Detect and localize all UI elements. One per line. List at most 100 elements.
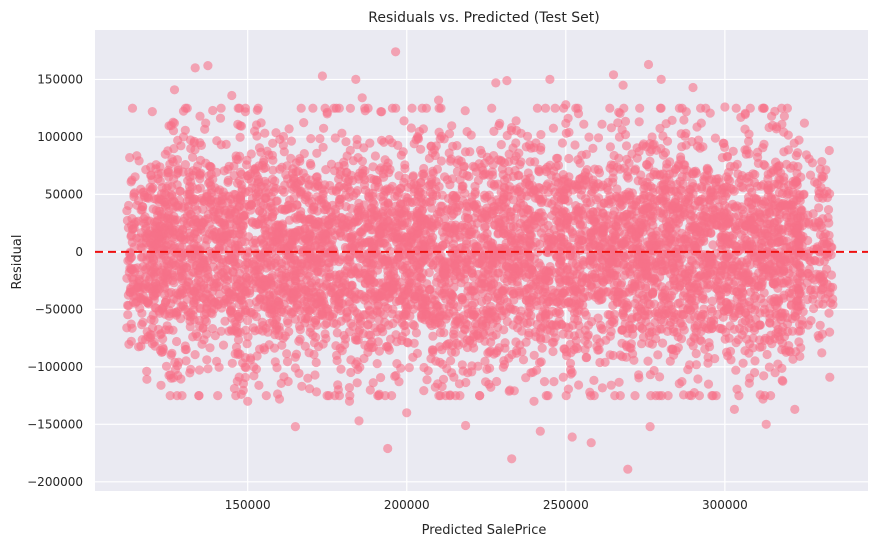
scatter-point [348,156,358,166]
scatter-point [286,136,296,146]
scatter-point [243,316,253,326]
scatter-point [240,107,250,117]
scatter-point [699,294,710,304]
scatter-point [455,391,465,401]
scatter-point [557,138,568,148]
scatter-point [280,331,290,341]
scatter-point [770,106,780,116]
scatter-point [374,214,384,224]
scatter-point [170,357,180,367]
scatter-point [483,292,493,302]
scatter-point [699,304,709,314]
scatter-point [445,391,455,401]
scatter-point [683,365,693,375]
scatter-point [814,203,824,213]
scatter-point [593,133,604,143]
scatter-point [186,143,196,154]
scatter-point [539,377,550,387]
scatter-point [630,165,640,176]
scatter-point [609,315,619,325]
scatter-point [233,348,243,358]
scatter-point [548,123,559,133]
scatter-point [522,241,532,251]
scatter-point [744,129,754,139]
scatter-point [292,300,302,311]
scatter-point [485,363,495,373]
scatter-point [244,298,254,308]
scatter-point [181,356,191,366]
scatter-point [296,103,306,113]
scatter-point [543,187,553,197]
scatter-point [198,204,208,214]
scatter-point [399,116,409,126]
scatter-point [202,355,212,365]
scatter-points [122,47,838,474]
scatter-point [485,155,495,165]
scatter-point [792,168,802,178]
scatter-point [564,127,574,137]
scatter-point [757,235,767,246]
scatter-point [713,195,723,205]
scatter-point [759,103,769,113]
scatter-point [500,338,510,348]
scatter-point [122,215,132,226]
scatter-point [345,103,355,113]
scatter-point [261,391,271,401]
scatter-point [168,117,178,127]
scatter-point [281,170,291,180]
scatter-point [267,174,278,184]
scatter-point [824,218,834,228]
scatter-point [288,307,298,317]
scatter-point [617,125,627,135]
scatter-point [435,134,445,144]
scatter-point [783,264,793,274]
scatter-point [189,305,199,315]
scatter-point [271,128,281,138]
scatter-point [257,208,268,218]
scatter-point [451,266,461,277]
scatter-point [717,153,728,163]
scatter-point [620,116,631,126]
scatter-point [801,150,812,160]
chart-title: Residuals vs. Predicted (Test Set) [368,10,599,26]
scatter-point [512,323,523,333]
scatter-point [555,308,565,319]
scatter-point [679,165,689,175]
scatter-point [201,329,212,339]
scatter-point [574,380,584,390]
scatter-point [646,391,656,401]
scatter-point [360,264,370,274]
scatter-point [251,297,261,307]
scatter-point [676,254,687,264]
scatter-point [330,270,340,280]
scatter-point [665,157,675,167]
scatter-point [297,381,307,391]
scatter-point [564,153,574,164]
scatter-point [306,134,316,144]
scatter-point [656,103,666,113]
scatter-point [391,103,401,113]
scatter-point [805,170,816,180]
scatter-point [575,158,585,168]
scatter-point [764,362,775,372]
scatter-point [497,164,507,174]
scatter-point [241,325,251,335]
scatter-point [638,332,649,342]
scatter-point [351,294,361,304]
scatter-point [551,161,561,172]
scatter-point [493,322,503,332]
scatter-point [194,365,204,375]
scatter-point [409,338,419,348]
scatter-point [484,347,494,357]
scatter-point [541,334,551,344]
scatter-point [452,338,462,348]
scatter-point [740,308,751,318]
scatter-point [345,145,355,155]
scatter-point [805,285,815,296]
scatter-point [756,261,767,272]
scatter-point [180,344,190,355]
scatter-point [303,373,313,383]
scatter-point [723,174,733,184]
scatter-point [608,300,618,311]
